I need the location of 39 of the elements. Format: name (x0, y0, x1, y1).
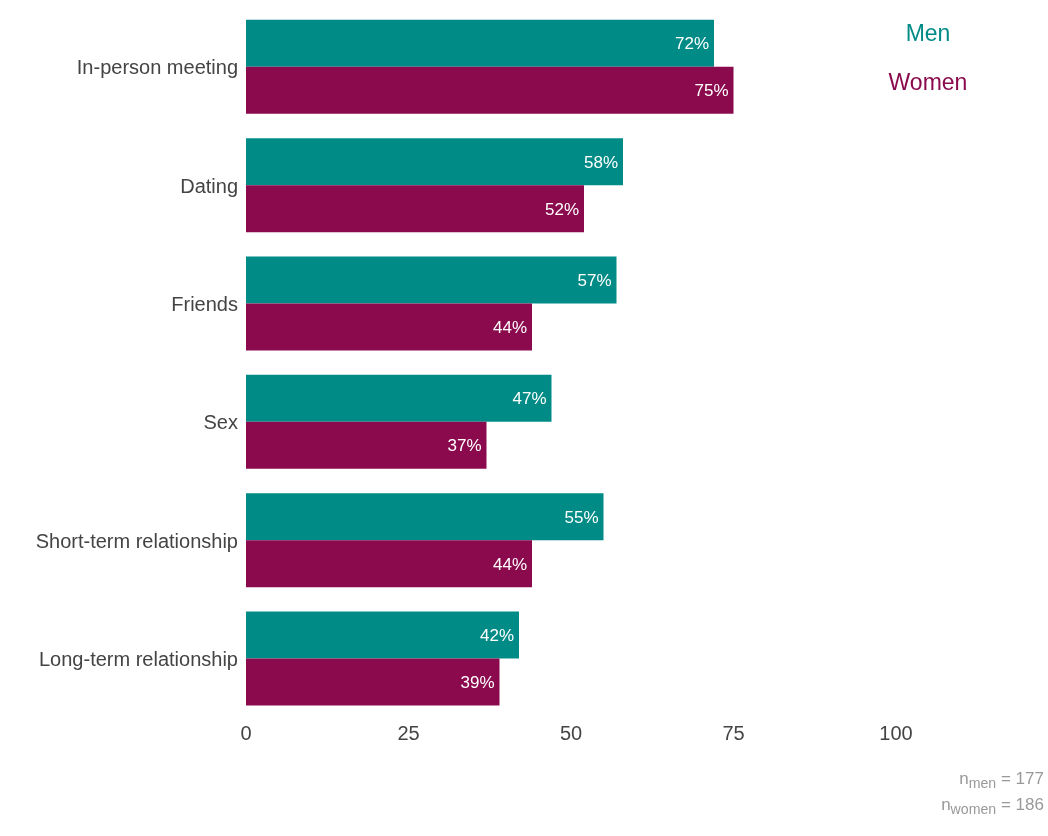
data-label: 57% (577, 271, 612, 291)
text: Women (887, 69, 969, 96)
data-label: 47% (512, 389, 547, 409)
data-label: 75% (694, 81, 729, 101)
data-label: 52% (544, 199, 579, 219)
y-tick-label: Long-term relationship (39, 647, 238, 670)
data-label: 44% (492, 318, 527, 338)
bar (246, 303, 532, 351)
text: Men (904, 20, 952, 47)
data-label: 42% (479, 626, 514, 646)
data-label: 37% (447, 436, 482, 456)
bar (246, 493, 604, 541)
y-tick-label: Dating (180, 174, 238, 197)
x-tick-label: 75 (722, 722, 745, 745)
x-tick-label: 50 (559, 722, 583, 745)
bar (246, 540, 532, 588)
data-label: 55% (564, 507, 599, 527)
y-tick-label: Sex (203, 411, 238, 434)
bar (246, 611, 519, 659)
y-tick-label: Short-term relationship (35, 529, 238, 552)
data-label: 72% (674, 34, 709, 54)
text: n$_{women}$ = 186 (940, 794, 1044, 820)
bar (246, 658, 500, 706)
x-tick-label: 0 (240, 722, 252, 745)
bar (246, 374, 552, 422)
y-tick-label: In-person meeting (76, 56, 238, 79)
data-label: 58% (583, 152, 618, 172)
data-label: 39% (460, 673, 495, 693)
bar (246, 138, 623, 186)
bar (246, 66, 734, 114)
x-tick-label: 25 (397, 722, 420, 745)
x-tick-label: 100 (879, 722, 913, 745)
bar (246, 185, 584, 233)
text: n$_{men}$ = 177 (958, 768, 1044, 794)
bar (246, 256, 617, 304)
y-tick-label: Friends (171, 292, 238, 315)
data-label: 44% (492, 554, 527, 574)
bar (246, 19, 714, 67)
bar (246, 421, 487, 469)
